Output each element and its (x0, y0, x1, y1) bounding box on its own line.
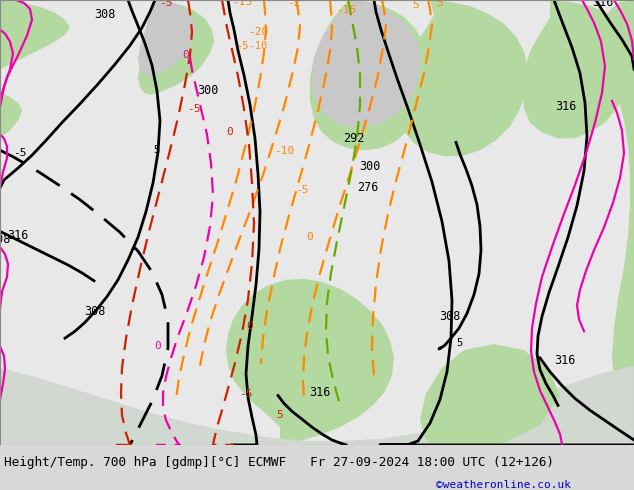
Text: 308: 308 (84, 305, 106, 318)
Text: 316: 316 (8, 229, 29, 242)
Text: -5-10: -5-10 (236, 42, 268, 51)
Text: -15: -15 (336, 5, 356, 15)
Text: 308: 308 (94, 8, 115, 22)
Text: 316: 316 (309, 386, 331, 399)
Polygon shape (0, 366, 634, 445)
Polygon shape (138, 0, 196, 75)
Text: -5: -5 (13, 148, 27, 158)
Text: 5: 5 (153, 145, 159, 155)
Polygon shape (310, 0, 428, 150)
Text: -5: -5 (159, 0, 172, 8)
Text: 5: 5 (437, 0, 443, 8)
Polygon shape (396, 0, 528, 156)
Text: Fr 27-09-2024 18:00 UTC (12+126): Fr 27-09-2024 18:00 UTC (12+126) (310, 456, 554, 468)
Polygon shape (0, 0, 70, 69)
Polygon shape (312, 0, 420, 126)
Polygon shape (522, 0, 634, 138)
Polygon shape (602, 0, 634, 445)
Text: -5: -5 (295, 185, 309, 195)
Polygon shape (420, 344, 560, 445)
Text: 0: 0 (247, 321, 254, 331)
Text: -20: -20 (248, 26, 268, 37)
Text: 316: 316 (554, 354, 576, 368)
Text: 0: 0 (155, 341, 162, 351)
Text: -15: -15 (232, 0, 252, 7)
Text: 276: 276 (358, 181, 378, 195)
Text: 0: 0 (307, 232, 313, 242)
Polygon shape (0, 93, 22, 138)
Text: 308: 308 (439, 310, 461, 323)
Polygon shape (226, 279, 394, 445)
Polygon shape (138, 0, 214, 95)
Text: 308: 308 (0, 233, 11, 246)
Text: 300: 300 (359, 160, 380, 172)
Text: 0: 0 (183, 50, 190, 60)
Text: 316: 316 (555, 100, 577, 113)
Text: 5: 5 (276, 410, 283, 420)
Text: -10: -10 (274, 147, 294, 156)
Text: -5: -5 (239, 389, 253, 398)
Text: -2: -2 (287, 0, 301, 8)
Text: 5: 5 (456, 338, 462, 348)
Text: -5: -5 (187, 104, 201, 114)
Text: 316: 316 (592, 0, 614, 9)
Text: 292: 292 (344, 132, 365, 145)
Text: Height/Temp. 700 hPa [gdmp][°C] ECMWF: Height/Temp. 700 hPa [gdmp][°C] ECMWF (4, 456, 286, 468)
Text: 300: 300 (197, 84, 219, 98)
Text: 0: 0 (226, 127, 233, 138)
Text: ©weatheronline.co.uk: ©weatheronline.co.uk (436, 480, 571, 490)
Text: 5: 5 (413, 0, 419, 10)
